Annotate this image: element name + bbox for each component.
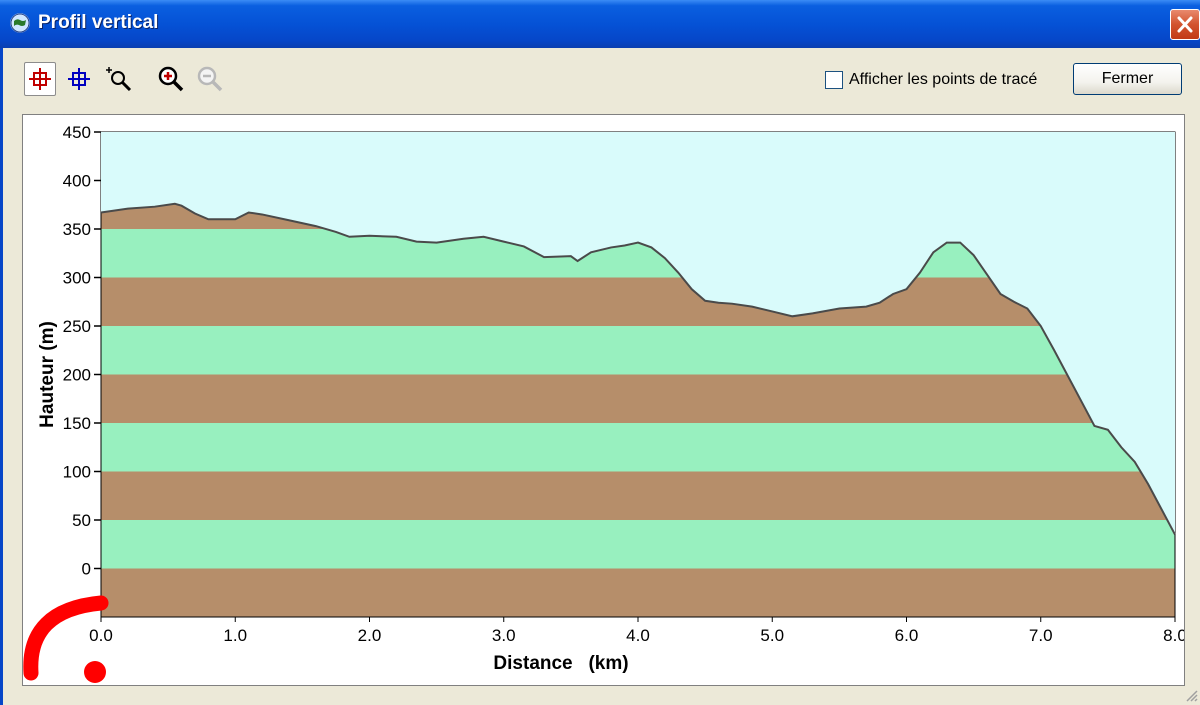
show-points-checkbox[interactable]: [825, 71, 843, 89]
globe-app-icon: [10, 13, 30, 33]
select-red-tool-button[interactable]: [24, 62, 56, 96]
x-tick-label: 0.0: [89, 626, 113, 645]
y-tick-label: 100: [63, 463, 91, 482]
y-axis-label: Hauteur (m): [37, 321, 58, 428]
profile-line: [100, 202, 1176, 536]
elevation-band: [101, 374, 1175, 423]
elevation-band: [101, 568, 1175, 617]
y-tick-label: 0: [82, 560, 91, 579]
elevation-profile-chart: 450 400 350 300 250 200 150 100 50 0 0.0 1.0 2.0 3.0…: [22, 114, 1185, 686]
zoom-out-icon: [197, 66, 223, 92]
x-tick-label: 2.0: [358, 626, 382, 645]
select-blue-tool-button[interactable]: [63, 62, 95, 96]
chart-svg: 450 400 350 300 250 200 150 100 50 0 0.0 1.0 2.0 3.0…: [23, 123, 1184, 683]
elevation-band: [101, 471, 1175, 520]
zoom-in-icon: [158, 66, 184, 92]
resize-grip-icon[interactable]: [1186, 690, 1198, 702]
y-tick-label: 50: [72, 511, 91, 530]
window-title: Profil vertical: [38, 12, 159, 33]
y-tick-label: 150: [63, 414, 91, 433]
y-tick-label: 300: [63, 269, 91, 288]
zoom-out-button[interactable]: [194, 62, 226, 96]
sky-area: [101, 132, 1175, 535]
title-bar[interactable]: Profil vertical: [0, 0, 1200, 48]
y-tick-label: 250: [63, 317, 91, 336]
close-icon: [1177, 16, 1193, 33]
x-tick-label: 1.0: [223, 626, 247, 645]
select-crosshair-red-icon: [29, 68, 51, 90]
close-window-button[interactable]: [1170, 9, 1200, 40]
select-crosshair-blue-icon: [68, 68, 90, 90]
show-points-label[interactable]: Afficher les points de tracé: [849, 71, 1038, 88]
y-tick-label: 200: [63, 366, 91, 385]
y-tick-label: 350: [63, 220, 91, 239]
y-tick-label: 400: [63, 172, 91, 191]
cursor-dot-marker: [84, 661, 106, 683]
x-tick-label: 3.0: [492, 626, 516, 645]
elevation-band: [101, 423, 1175, 472]
close-button[interactable]: Fermer: [1073, 63, 1182, 95]
x-tick-label: 4.0: [626, 626, 650, 645]
zoom-area-button[interactable]: [103, 62, 135, 96]
x-axis-label: Distance (km): [493, 653, 628, 674]
x-tick-label: 5.0: [760, 626, 784, 645]
x-tick-label: 6.0: [895, 626, 919, 645]
x-tick-label: 7.0: [1029, 626, 1053, 645]
elevation-band: [101, 520, 1175, 569]
cursor-arc-marker: [23, 595, 109, 681]
elevation-band: [101, 326, 1175, 375]
zoom-in-button[interactable]: [155, 62, 187, 96]
x-tick-label: 8.0: [1163, 626, 1184, 645]
y-tick-label: 450: [63, 123, 91, 142]
zoom-area-icon: [106, 67, 132, 92]
